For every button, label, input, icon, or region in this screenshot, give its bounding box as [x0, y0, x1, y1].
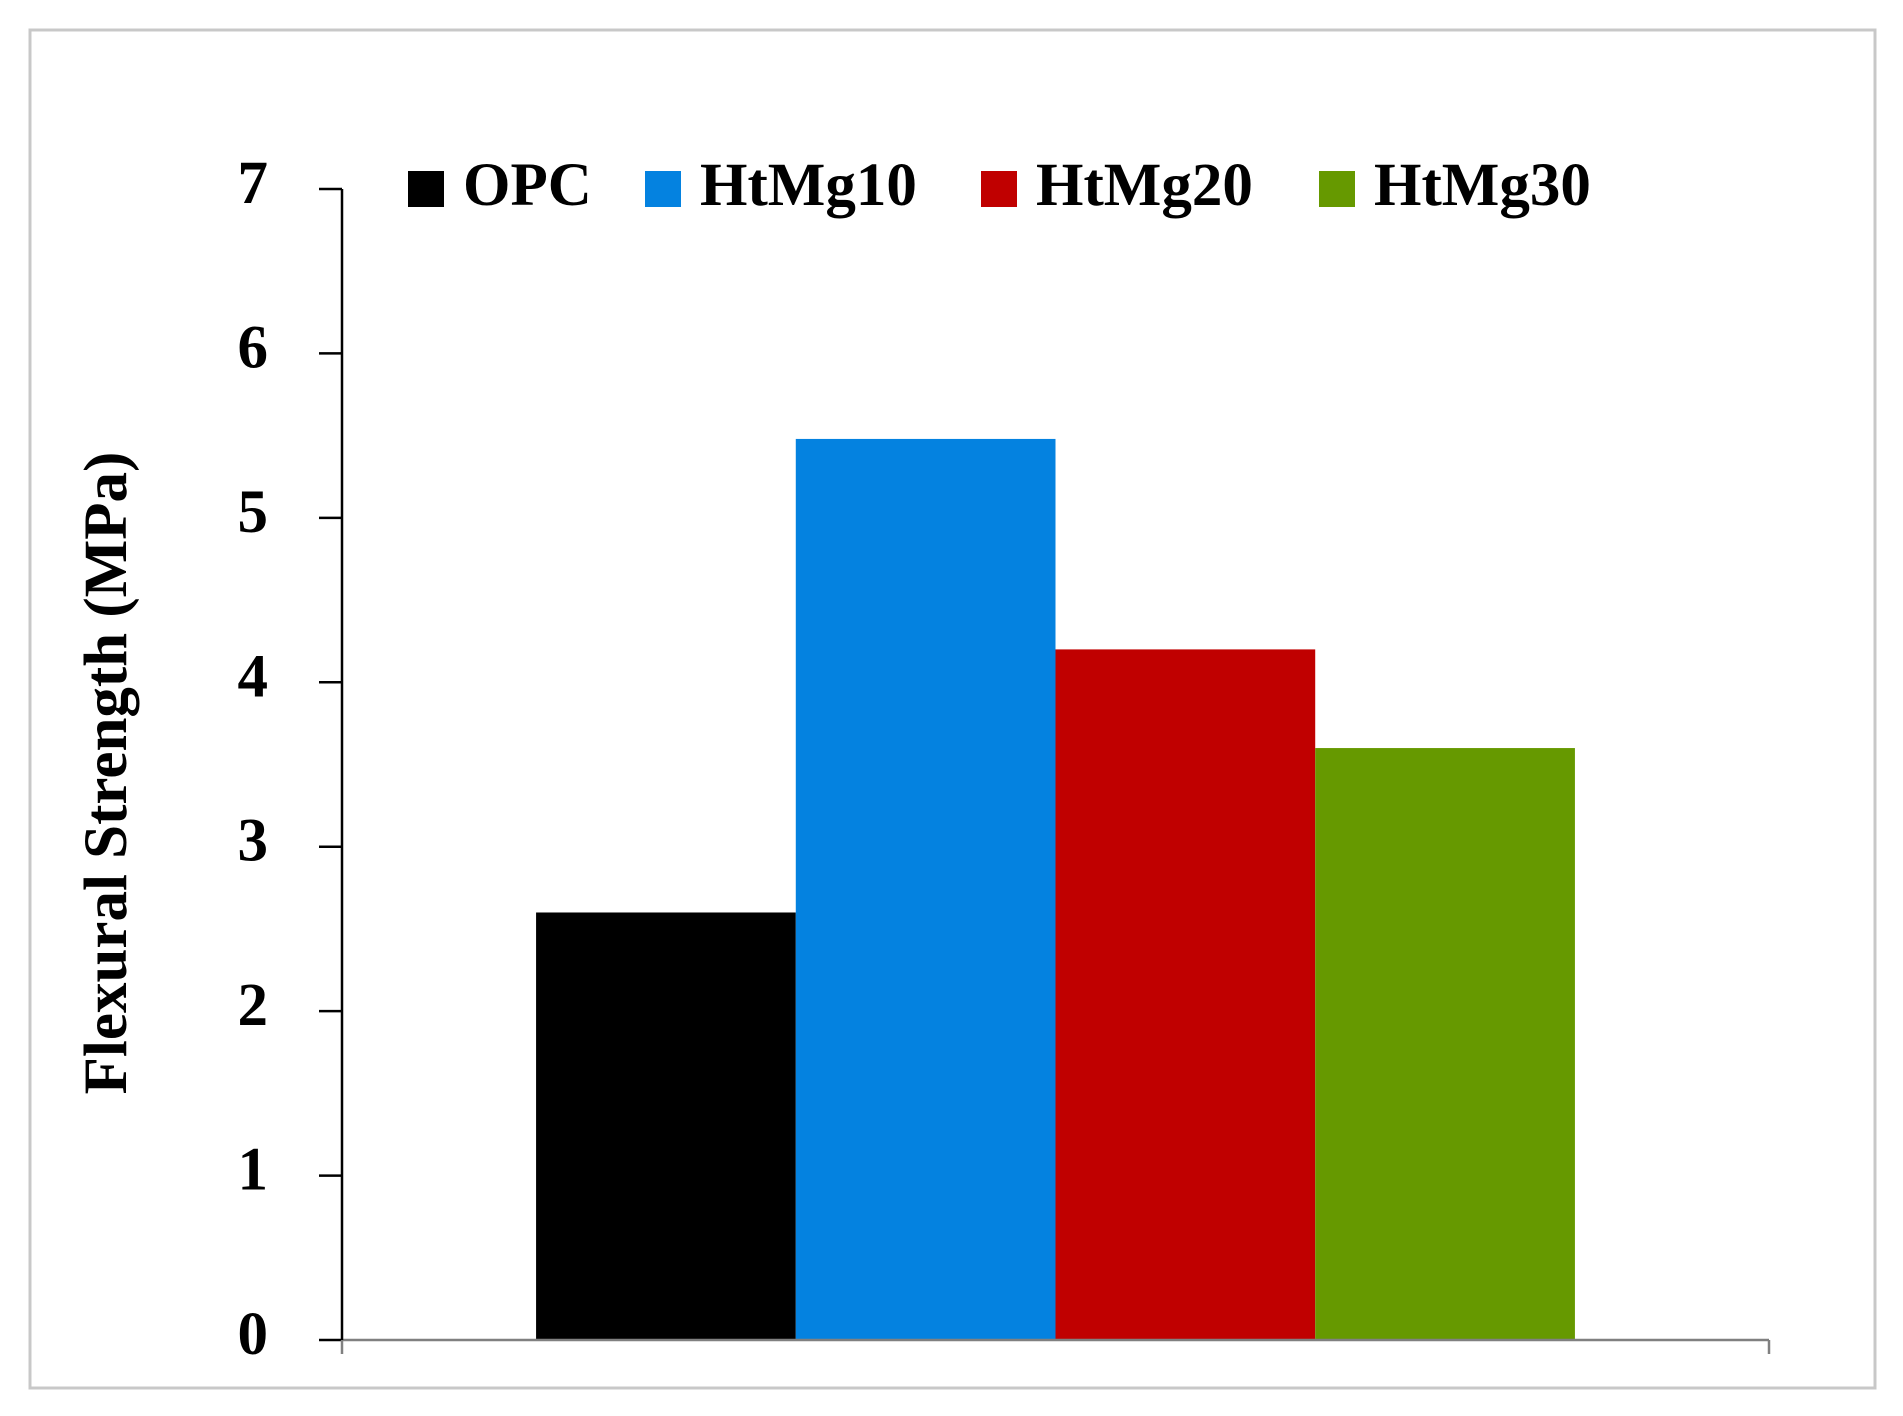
bar	[1055, 649, 1316, 1340]
legend-label: HtMg20	[1036, 152, 1253, 219]
legend-swatch	[408, 171, 444, 207]
bar	[795, 438, 1056, 1341]
y-tick-label: 6	[238, 314, 269, 381]
bar	[1315, 748, 1575, 1340]
legend-swatch	[1319, 171, 1355, 207]
y-tick-label: 4	[238, 643, 269, 710]
y-tick-label: 7	[238, 150, 269, 217]
y-tick-label: 2	[238, 972, 269, 1039]
legend-label: HtMg30	[1374, 152, 1591, 219]
y-tick-label: 0	[238, 1301, 269, 1368]
y-axis-label: Flexural Strength (MPa)	[73, 452, 140, 1095]
y-tick-label: 3	[238, 808, 269, 875]
y-tick-label: 5	[238, 479, 269, 546]
legend-swatch	[981, 171, 1017, 207]
legend-label: OPC	[463, 152, 592, 219]
legend-label: HtMg10	[700, 152, 917, 219]
legend-swatch	[645, 171, 681, 207]
y-tick-label: 1	[238, 1137, 269, 1204]
bar	[536, 912, 796, 1340]
